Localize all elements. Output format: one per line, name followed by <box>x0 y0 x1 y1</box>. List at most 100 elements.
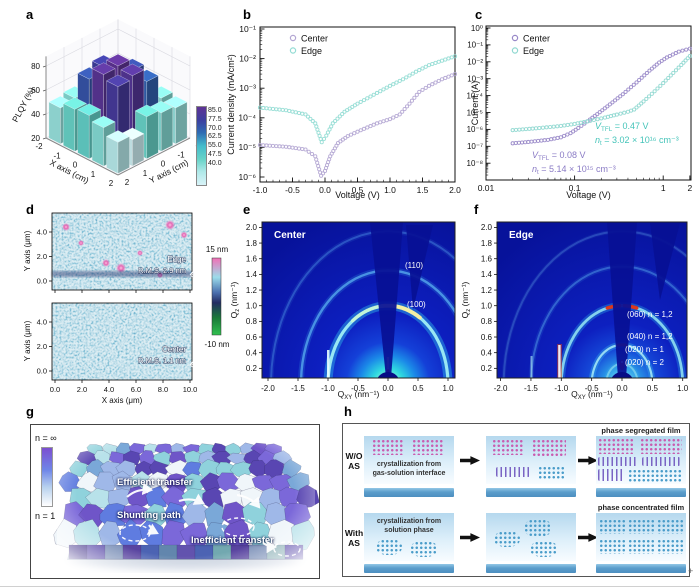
panel-f-label: f <box>474 202 479 217</box>
svg-text:10⁻⁷: 10⁻⁷ <box>467 142 483 151</box>
svg-text:2: 2 <box>109 179 114 188</box>
svg-text:-1: -1 <box>177 150 185 159</box>
giwaxs-edge: -2.0 -1.5 -1.0 -0.5 0.0 0.5 1.0 2.0 1.8 1.6 1.4 1.2… <box>460 221 689 401</box>
corner-mark: + <box>688 566 694 576</box>
svg-text:2.0: 2.0 <box>37 342 47 351</box>
svg-text:2.0: 2.0 <box>481 223 493 232</box>
crystallization-caption: crystallization from gas-solution interfa… <box>372 461 446 478</box>
svg-text:2.0: 2.0 <box>449 185 461 195</box>
substrate-bar <box>364 564 454 573</box>
teal-lattice-icon <box>628 469 682 482</box>
h-cell-r2c1: crystallization from solution phase <box>364 513 454 561</box>
svg-text:-0.5: -0.5 <box>285 185 300 195</box>
svg-text:Edge: Edge <box>301 46 322 56</box>
panel-a-label: a <box>26 7 34 22</box>
svg-text:R.M.S. 2.9 nm: R.M.S. 2.9 nm <box>138 266 186 275</box>
svg-text:QXY (nm⁻¹): QXY (nm⁻¹) <box>338 389 380 401</box>
bottom-border <box>0 586 699 587</box>
colorbar-tick: 85.0 <box>208 107 222 114</box>
svg-text:1.2: 1.2 <box>246 286 258 295</box>
panel-e-label: e <box>243 202 251 217</box>
svg-text:0.4: 0.4 <box>246 348 258 357</box>
pink-lattice-icon <box>412 439 444 455</box>
svg-text:0.5: 0.5 <box>647 384 659 393</box>
svg-text:1.2: 1.2 <box>481 286 493 295</box>
pink-lattice-icon <box>492 439 524 455</box>
svg-text:2.0: 2.0 <box>77 385 87 394</box>
colorbar-tick: 47.5 <box>208 151 222 158</box>
svg-text:10⁻¹: 10⁻¹ <box>239 24 256 34</box>
svg-text:Y axis (μm): Y axis (μm) <box>23 320 32 361</box>
svg-text:1.8: 1.8 <box>481 239 493 248</box>
colorbar-tick: 62.5 <box>208 133 222 141</box>
panel-h-schematic: W/O AS With AS phase segregated film phase… <box>342 423 690 577</box>
grain-film-illustration <box>53 429 320 575</box>
svg-text:2.0: 2.0 <box>37 252 47 261</box>
svg-text:10⁰: 10⁰ <box>471 24 483 33</box>
h-cell-r1c3 <box>596 436 686 484</box>
h-cell-r2c3 <box>596 513 686 561</box>
teal-cluster-icon <box>410 541 438 557</box>
svg-text:0.6: 0.6 <box>246 333 258 342</box>
svg-text:4.0: 4.0 <box>37 318 47 327</box>
svg-text:10⁻⁵: 10⁻⁵ <box>467 108 483 117</box>
svg-text:Center: Center <box>274 230 306 241</box>
substrate-bar <box>486 488 576 497</box>
phase-segregated-title: phase segregated film <box>601 426 681 435</box>
svg-text:1.0: 1.0 <box>246 302 258 311</box>
right-arrow-icon <box>578 456 598 465</box>
svg-text:-1.0: -1.0 <box>321 384 335 393</box>
h-cell-r2c2 <box>486 513 576 561</box>
svg-text:X axis (μm): X axis (μm) <box>102 396 143 405</box>
svg-text:10⁻⁴: 10⁻⁴ <box>466 91 483 100</box>
giwaxs-center: -2.0 -1.5 -1.0 -0.5 0.0 0.5 1.0 2.0 1.8 1.6 1.4 1.2… <box>229 221 456 401</box>
panel-g-label: g <box>26 404 34 419</box>
svg-text:1.4: 1.4 <box>246 270 258 279</box>
svg-text:1.0: 1.0 <box>442 384 454 393</box>
svg-text:VTFL = 0.47 V: VTFL = 0.47 V <box>595 121 649 133</box>
svg-text:Edge: Edge <box>509 230 534 241</box>
teal-lattice-icon <box>657 539 683 554</box>
svg-text:1.6: 1.6 <box>481 255 493 264</box>
substrate-bar <box>596 488 686 497</box>
svg-text:Center: Center <box>301 34 328 44</box>
colorbar-tick: 70.0 <box>208 124 222 132</box>
svg-text:Voltage (V): Voltage (V) <box>566 190 611 200</box>
svg-text:nt = 3.02 × 10¹⁶ cm⁻³: nt = 3.02 × 10¹⁶ cm⁻³ <box>595 135 679 147</box>
svg-text:(020) n = 1: (020) n = 1 <box>625 345 664 354</box>
svg-text:-0.5: -0.5 <box>585 384 599 393</box>
svg-text:4.0: 4.0 <box>104 385 114 394</box>
teal-lattice-icon <box>628 519 654 534</box>
svg-text:40: 40 <box>31 110 40 119</box>
svg-text:10⁻⁵: 10⁻⁵ <box>239 142 256 152</box>
svg-text:0.0: 0.0 <box>319 185 331 195</box>
svg-text:1: 1 <box>661 183 666 193</box>
panel-d-label: d <box>26 202 34 217</box>
svg-text:0.2: 0.2 <box>481 364 493 373</box>
colorbar-tick: 40.0 <box>208 159 222 167</box>
svg-text:Edge: Edge <box>167 255 186 264</box>
svg-text:10.0: 10.0 <box>183 385 198 394</box>
plqy-colorbar <box>196 106 207 186</box>
n-number-colorbar <box>41 447 53 507</box>
svg-text:0.0: 0.0 <box>382 384 394 393</box>
svg-text:4.0: 4.0 <box>37 228 47 237</box>
purple-molecule-icon <box>598 457 638 466</box>
svg-text:15 nm: 15 nm <box>206 245 229 254</box>
svg-text:0.0: 0.0 <box>37 277 47 286</box>
right-arrow-icon <box>460 533 480 542</box>
svg-text:10⁻²: 10⁻² <box>239 53 256 63</box>
svg-text:Current (A): Current (A) <box>470 81 480 126</box>
svg-text:Voltage (V): Voltage (V) <box>335 190 380 200</box>
svg-text:nt = 5.14 × 10¹⁵ cm⁻³: nt = 5.14 × 10¹⁵ cm⁻³ <box>532 164 616 176</box>
svg-text:1: 1 <box>91 170 96 179</box>
h-cell-r1c2 <box>486 436 576 484</box>
svg-text:0.5: 0.5 <box>412 384 424 393</box>
svg-text:0.8: 0.8 <box>481 317 493 326</box>
svg-text:0.2: 0.2 <box>246 364 258 373</box>
right-arrow-icon <box>460 456 480 465</box>
svg-text:1.6: 1.6 <box>246 255 258 264</box>
svg-text:-0.5: -0.5 <box>351 384 365 393</box>
svg-text:1.8: 1.8 <box>246 239 258 248</box>
